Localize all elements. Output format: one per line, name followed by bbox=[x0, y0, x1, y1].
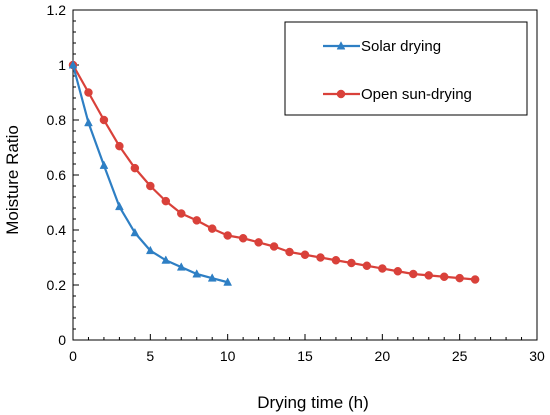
x-tick-label: 0 bbox=[69, 348, 77, 364]
data-point-circle bbox=[424, 271, 433, 280]
data-point-circle bbox=[130, 163, 140, 173]
legend-box bbox=[284, 21, 528, 116]
data-point-triangle bbox=[336, 41, 346, 50]
data-point-circle bbox=[378, 264, 387, 273]
x-tick-label: 5 bbox=[146, 348, 154, 364]
x-tick-label: 15 bbox=[297, 348, 313, 364]
data-point-circle bbox=[84, 88, 93, 97]
data-point-circle bbox=[238, 234, 248, 243]
data-point-circle bbox=[331, 256, 341, 265]
data-point-circle bbox=[439, 272, 449, 281]
y-tick-label: 0.4 bbox=[47, 222, 67, 238]
data-point-circle bbox=[177, 209, 186, 218]
legend-label: Solar drying bbox=[361, 38, 441, 55]
x-tick-label: 25 bbox=[452, 348, 468, 364]
data-point-circle bbox=[336, 89, 346, 99]
y-tick-label: 0.2 bbox=[47, 277, 67, 293]
data-point-circle bbox=[192, 216, 201, 225]
data-point-triangle bbox=[130, 227, 140, 237]
y-tick-label: 0.6 bbox=[47, 167, 67, 183]
data-point-circle bbox=[362, 261, 372, 270]
data-point-circle bbox=[207, 224, 217, 233]
data-point-circle bbox=[269, 242, 279, 251]
data-point-triangle bbox=[84, 117, 93, 127]
data-point-triangle bbox=[223, 277, 233, 286]
data-point-circle bbox=[285, 247, 294, 257]
series-solar-drying bbox=[68, 60, 233, 286]
data-point-circle bbox=[146, 181, 155, 191]
series-layer bbox=[68, 60, 480, 286]
legend-item-solar-drying: Solar drying bbox=[323, 38, 441, 55]
data-point-circle bbox=[455, 273, 464, 283]
series-open-sun-drying bbox=[68, 60, 480, 284]
data-point-triangle bbox=[192, 269, 202, 278]
data-point-triangle bbox=[115, 201, 124, 211]
data-point-circle bbox=[99, 115, 109, 125]
x-tick-label: 10 bbox=[220, 348, 236, 364]
data-point-circle bbox=[393, 267, 403, 276]
data-point-circle bbox=[300, 250, 310, 259]
x-tick-label: 30 bbox=[529, 348, 545, 364]
data-point-triangle bbox=[161, 255, 171, 264]
y-tick-label: 1 bbox=[58, 57, 66, 73]
legend-label: Open sun-drying bbox=[361, 86, 472, 103]
data-point-triangle bbox=[68, 60, 78, 69]
y-axis-title: Moisture Ratio bbox=[3, 125, 22, 235]
data-point-circle bbox=[223, 231, 232, 240]
x-axis-title: Drying time (h) bbox=[257, 393, 368, 412]
y-axis: 0 0.2 0.4 0.6 0.8 1 1.2 bbox=[47, 2, 79, 348]
data-point-circle bbox=[254, 238, 263, 247]
data-point-circle bbox=[347, 258, 356, 268]
legend-item-open-sun-drying: Open sun-drying bbox=[323, 86, 472, 103]
legend: Solar drying Open sun-drying bbox=[284, 21, 528, 116]
y-tick-label: 1.2 bbox=[47, 2, 67, 18]
data-point-circle bbox=[316, 253, 325, 262]
x-tick-label: 20 bbox=[375, 348, 391, 364]
y-tick-label: 0 bbox=[58, 332, 66, 348]
data-point-triangle bbox=[176, 262, 186, 271]
data-point-circle bbox=[115, 141, 124, 151]
data-point-triangle bbox=[145, 245, 155, 255]
x-axis: 0 5 10 15 20 25 30 bbox=[69, 334, 545, 364]
data-point-triangle bbox=[99, 160, 109, 169]
data-point-circle bbox=[409, 269, 418, 279]
data-point-circle bbox=[161, 196, 171, 206]
data-point-triangle bbox=[207, 273, 217, 282]
y-tick-label: 0.8 bbox=[47, 112, 67, 128]
data-point-circle bbox=[470, 275, 480, 284]
